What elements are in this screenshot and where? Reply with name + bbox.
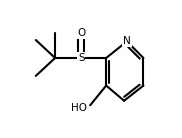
Text: HO: HO [71, 103, 87, 113]
Text: S: S [78, 53, 85, 63]
Text: O: O [77, 28, 86, 38]
Text: N: N [123, 36, 131, 46]
